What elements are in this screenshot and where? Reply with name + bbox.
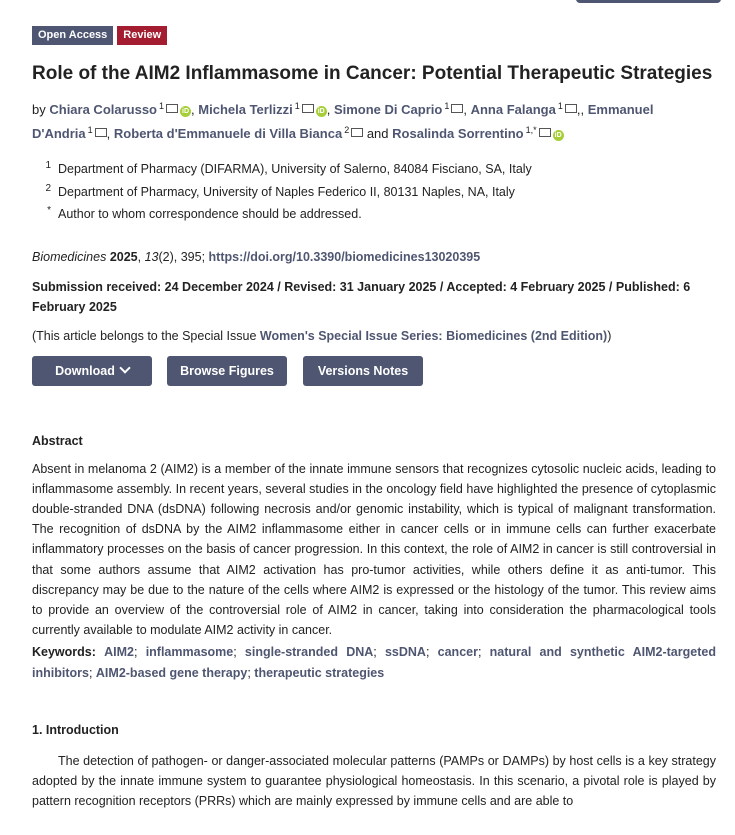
download-label: Download <box>55 363 115 378</box>
affiliation-item: 1 Department of Pharmacy (DIFARMA), Univ… <box>32 158 716 181</box>
author-affiliation-sup: 1 <box>557 101 563 111</box>
affiliation-text: Department of Pharmacy (DIFARMA), Univer… <box>58 162 532 176</box>
introduction-text: The detection of pathogen- or danger-ass… <box>32 753 716 809</box>
author-affiliation-sup: 1 <box>444 101 450 111</box>
author-affiliation-sup: 2 <box>344 125 350 135</box>
versions-notes-button[interactable]: Versions Notes <box>303 355 423 386</box>
citation-issue-pages: (2), 395; <box>158 249 206 264</box>
keyword-link[interactable]: ssDNA <box>384 645 426 660</box>
keyword-link[interactable]: AIM2 <box>104 645 134 660</box>
keyword-link[interactable]: natural and synthetic AIM2-targeted inhi… <box>32 645 716 680</box>
affiliation-number: * <box>47 205 51 216</box>
author-list: by Chiara Colarusso 1iD, Michela Terlizzi… <box>32 101 654 141</box>
author-affiliation-sup: 1,* <box>525 125 537 135</box>
affiliation-text: Author to whom correspondence should be … <box>58 207 362 221</box>
author-link[interactable]: Simone Di Caprio <box>333 102 443 117</box>
special-issue-link[interactable]: Women's Special Issue Series: Biomedicin… <box>259 328 608 343</box>
author-link[interactable]: Roberta d'Emmanuele di Villa Bianca <box>113 126 343 141</box>
author-affiliation-sup: 1 <box>294 101 300 111</box>
author-affiliation-sup: 1 <box>159 101 165 111</box>
abstract-text: Absent in melanoma 2 (AIM2) is a member … <box>32 461 716 638</box>
keyword-link[interactable]: inflammasome <box>145 645 234 660</box>
top-menu-button[interactable] <box>576 0 721 3</box>
keywords: Keywords: AIM2; inflammasome; single-str… <box>32 645 716 680</box>
affiliation-item: 2 Department of Pharmacy, University of … <box>32 181 716 204</box>
article-title: Role of the AIM2 Inflammasome in Cancer:… <box>32 63 713 84</box>
special-issue-prefix: (This article belongs to the Special Iss… <box>32 328 257 343</box>
article-header: Open Access Review Role of the AIM2 Infl… <box>32 26 716 811</box>
author-link[interactable]: Rosalinda Sorrentino <box>392 126 524 141</box>
author-link[interactable]: Anna Falanga <box>470 102 556 117</box>
author-link[interactable]: Michela Terlizzi <box>198 102 293 117</box>
article-actions: Download Browse Figures Versions Notes <box>32 355 716 386</box>
keyword-link[interactable]: AIM2-based gene therapy <box>95 665 248 680</box>
citation-year: 2025 <box>109 249 138 264</box>
orcid-icon[interactable]: iD <box>552 130 564 141</box>
orcid-icon[interactable]: iD <box>180 106 192 117</box>
affiliations: 1 Department of Pharmacy (DIFARMA), Univ… <box>32 158 716 226</box>
email-icon[interactable] <box>166 104 179 113</box>
publication-dates: Submission received: 24 December 2024 / … <box>32 279 691 314</box>
special-issue-note: (This article belongs to the Special Iss… <box>32 327 716 345</box>
introduction-heading: 1. Introduction <box>32 722 119 737</box>
keyword-link[interactable]: single-stranded DNA <box>244 645 374 660</box>
article-badges: Open Access Review <box>32 26 716 45</box>
affiliation-number: 1 <box>45 160 51 171</box>
browse-figures-button[interactable]: Browse Figures <box>167 355 287 386</box>
download-button[interactable]: Download <box>32 355 152 386</box>
author-link[interactable]: Emmanuel D'Andria <box>32 102 654 141</box>
author-link[interactable]: Chiara Colarusso <box>49 102 158 117</box>
email-icon[interactable] <box>451 104 464 113</box>
email-icon[interactable] <box>351 128 364 137</box>
email-icon[interactable] <box>94 128 107 137</box>
keyword-link[interactable]: therapeutic strategies <box>254 665 385 680</box>
authors-prefix: by <box>32 102 46 117</box>
open-access-badge: Open Access <box>32 26 114 45</box>
journal-name: Biomedicines <box>32 249 107 264</box>
and-word: and <box>366 126 389 141</box>
keywords-label: Keywords: <box>32 645 96 660</box>
affiliation-number: 2 <box>45 182 51 194</box>
email-icon[interactable] <box>564 104 577 113</box>
affiliation-text: Department of Pharmacy, University of Na… <box>58 184 515 199</box>
doi-link[interactable]: https://doi.org/10.3390/biomedicines1302… <box>208 249 481 264</box>
chevron-down-icon <box>119 361 131 374</box>
email-icon[interactable] <box>538 128 551 137</box>
special-issue-suffix: ) <box>607 328 612 343</box>
citation: Biomedicines 2025, 13(2), 395; https://d… <box>32 249 481 264</box>
correspondence-note: * Author to whom correspondence should b… <box>32 203 716 226</box>
author-affiliation-sup: 1 <box>87 125 93 135</box>
review-badge: Review <box>117 26 168 45</box>
keyword-link[interactable]: cancer <box>437 645 478 660</box>
email-icon[interactable] <box>301 104 314 113</box>
abstract-heading: Abstract <box>32 433 83 448</box>
orcid-icon[interactable]: iD <box>315 106 327 117</box>
citation-volume: 13 <box>144 249 159 264</box>
